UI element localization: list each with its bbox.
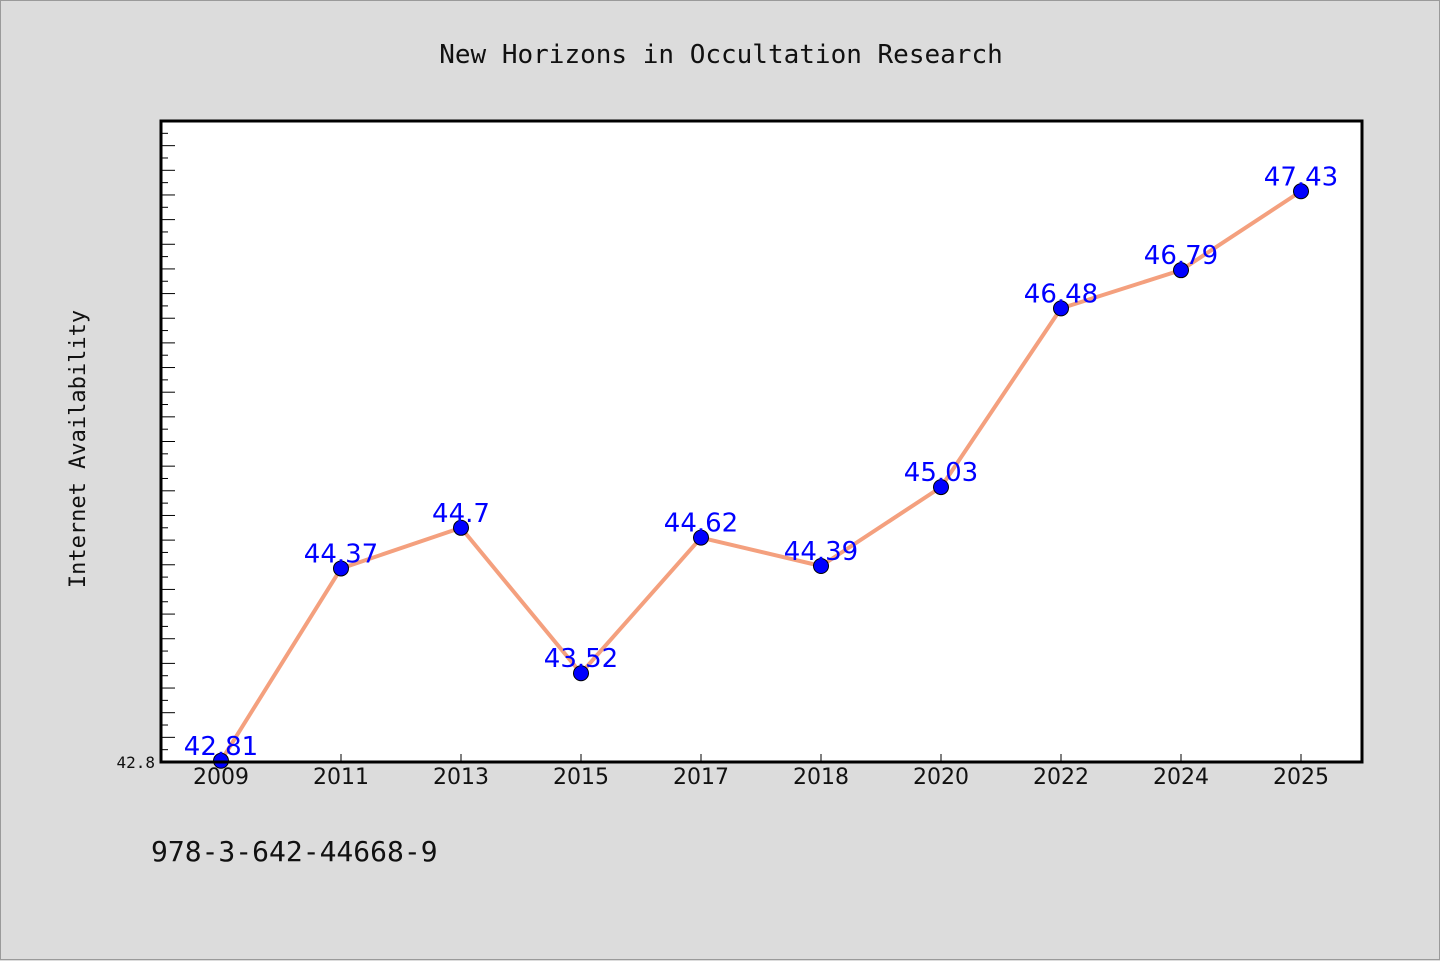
x-tick-label: 2011 [313, 765, 369, 790]
data-point [1293, 183, 1309, 200]
data-label: 43.52 [544, 644, 618, 674]
data-point [453, 519, 469, 536]
data-label: 45.03 [904, 458, 978, 488]
x-tick-label: 2024 [1153, 765, 1209, 790]
data-label: 44.62 [664, 509, 738, 539]
data-point [693, 529, 709, 546]
footnote-isbn: 978-3-642-44668-9 [151, 835, 438, 868]
x-axis-ticks: 2009 2011 2013 2015 2017 2018 2020 2022 2024 2025 [193, 754, 1329, 790]
y-tick-label: 42.8 [116, 753, 155, 772]
data-label: 44.39 [784, 537, 858, 567]
data-point [573, 665, 589, 682]
chart-title: New Horizons in Occultation Research [439, 40, 1003, 70]
x-tick-label: 2018 [793, 765, 849, 790]
data-point [813, 558, 829, 575]
x-tick-label: 2017 [673, 765, 729, 790]
plot-area [161, 121, 1362, 762]
x-tick-label: 2009 [193, 765, 249, 790]
y-axis-label: Internet Availability [66, 310, 91, 588]
data-markers [213, 183, 1309, 769]
data-labels: 42.81 44.37 44.7 43.52 44.62 44.39 45.03 46.48 4… [184, 162, 1338, 762]
series-line [219, 189, 1303, 763]
data-label: 46.79 [1144, 241, 1218, 271]
plot-frame [159, 119, 1364, 764]
data-label: 46.48 [1024, 279, 1098, 309]
x-tick-label: 2015 [553, 765, 609, 790]
data-label: 44.7 [432, 499, 490, 529]
data-label: 42.81 [184, 732, 258, 762]
data-point [1173, 262, 1189, 279]
data-point [933, 479, 949, 496]
x-tick-label: 2020 [913, 765, 969, 790]
data-point [1053, 300, 1069, 317]
x-tick-label: 2025 [1273, 765, 1329, 790]
data-label: 44.37 [304, 539, 378, 569]
x-tick-label: 2022 [1033, 765, 1089, 790]
data-label: 47.43 [1264, 162, 1338, 192]
data-point [333, 560, 349, 577]
x-tick-label: 2013 [433, 765, 489, 790]
